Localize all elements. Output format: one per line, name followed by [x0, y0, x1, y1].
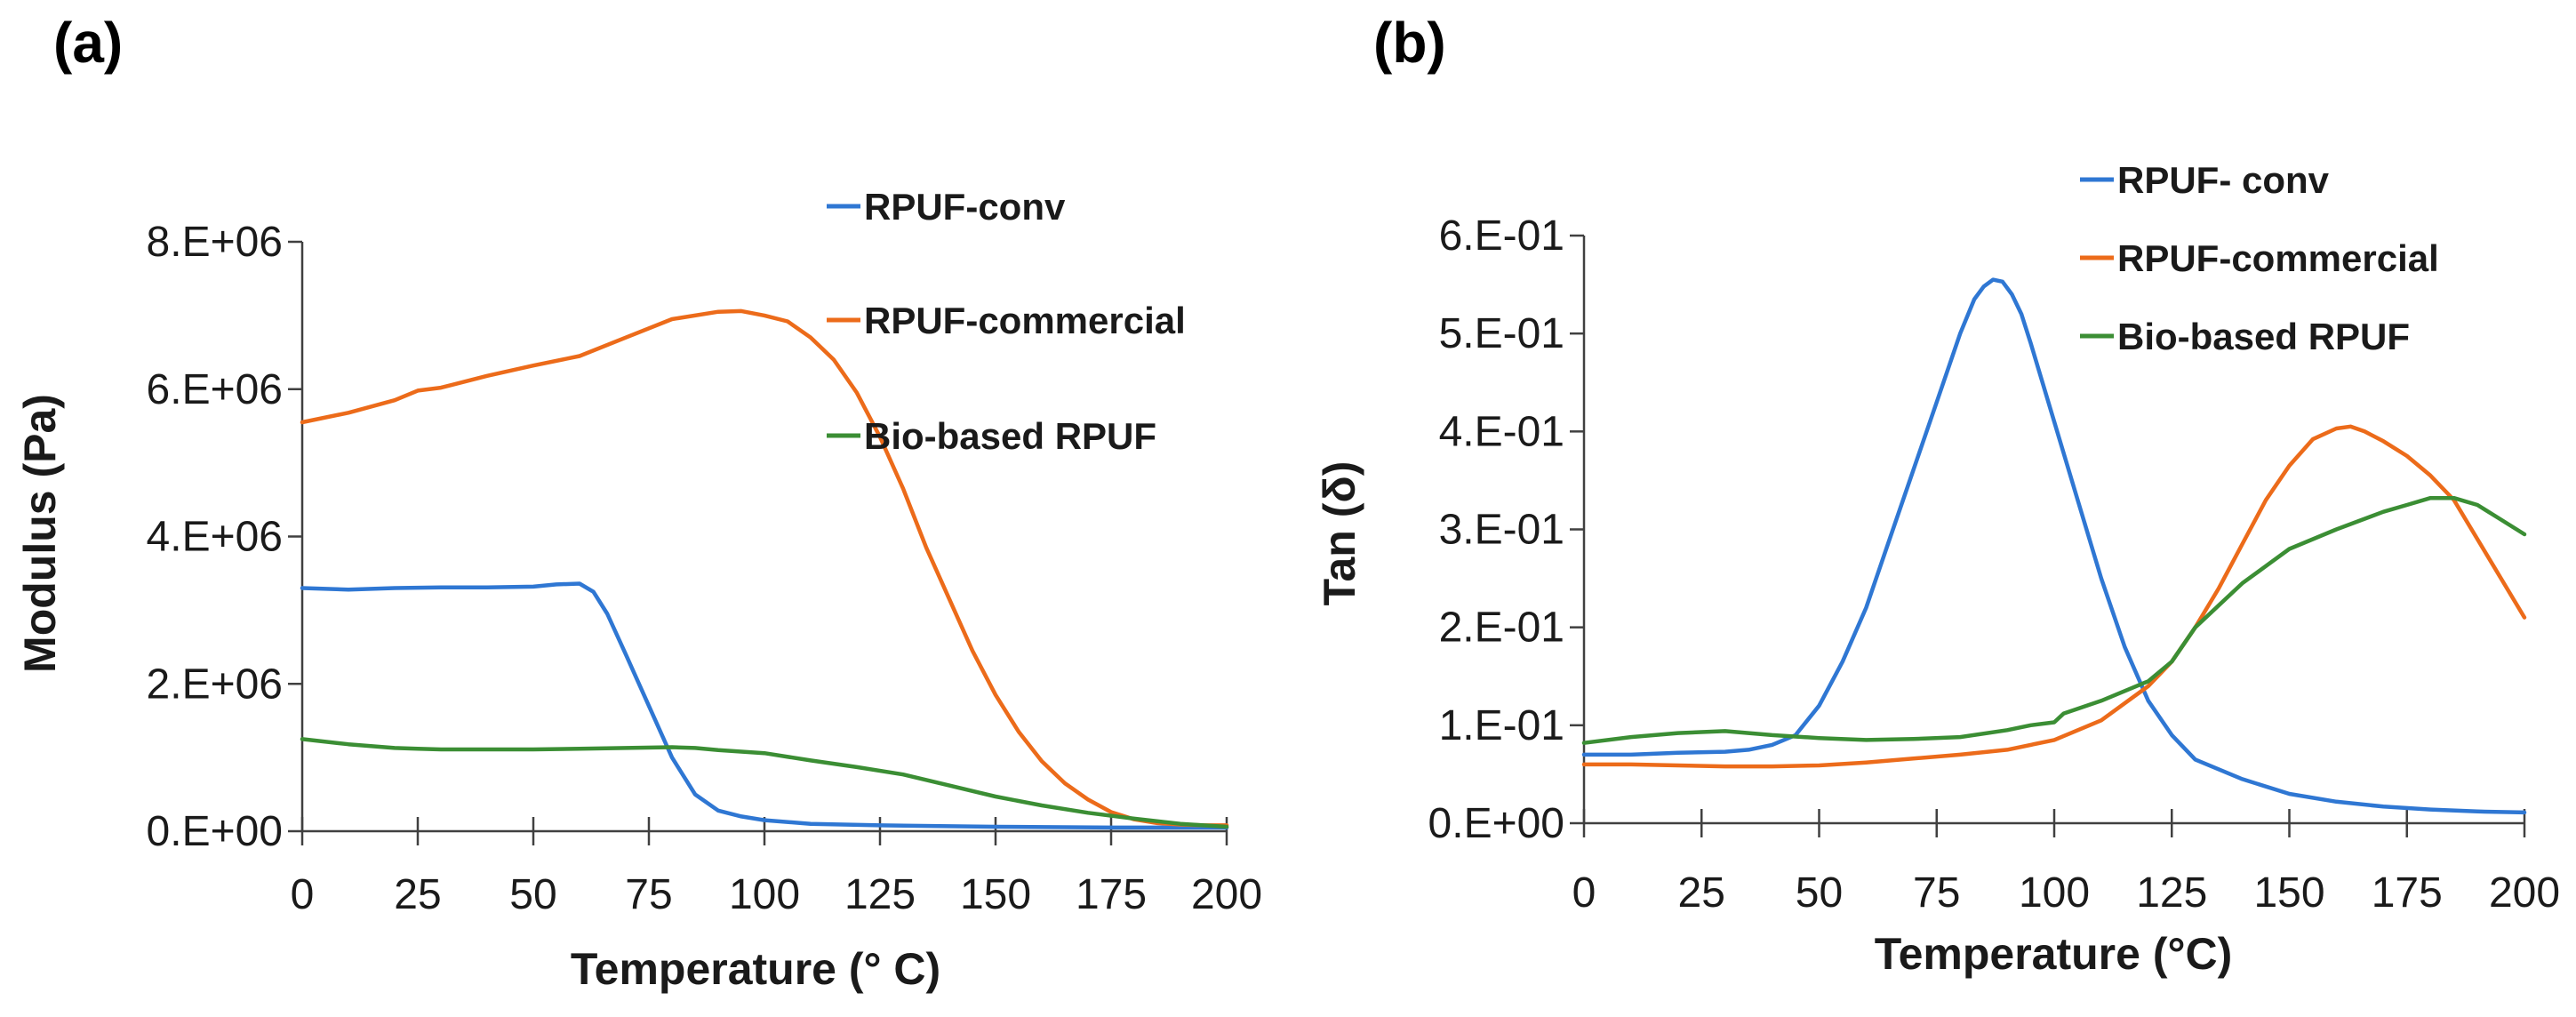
- y-axis-title: Tan (δ): [1315, 461, 1364, 606]
- x-tick-label: 150: [2253, 869, 2324, 917]
- modulus-chart: (a) Modulus (Pa) Temperature (° C) 0.E+0…: [15, 11, 1262, 994]
- x-axis-title: Temperature (°C): [1875, 929, 2232, 979]
- y-tick-label: 0.E+00: [1428, 800, 1564, 847]
- x-tick-label: 0: [291, 871, 315, 918]
- legend-label: RPUF-commercial: [864, 300, 1186, 341]
- x-tick-label: 175: [2372, 869, 2443, 917]
- series-line-rpuf-commercial: [300, 308, 1229, 828]
- x-tick-label: 100: [729, 871, 800, 918]
- legend-label: Bio-based RPUF: [2117, 316, 2410, 357]
- x-tick-label: 0: [1572, 869, 1596, 917]
- tan-delta-chart: (b) Tan (δ) Temperature (°C) 0.E+00 1.E-0…: [1315, 11, 2560, 979]
- x-tick-label: 75: [1913, 869, 1960, 917]
- y-tick-label: 6.E-01: [1439, 212, 1564, 260]
- x-tick-label: 75: [625, 871, 672, 918]
- panel-label: (a): [53, 11, 123, 75]
- y-tick-label: 3.E-01: [1439, 507, 1564, 554]
- y-tick-label: 0.E+00: [147, 808, 283, 855]
- x-tick-label: 25: [394, 871, 441, 918]
- x-tick-label: 50: [1796, 869, 1843, 917]
- y-axis-title: Modulus (Pa): [15, 394, 65, 673]
- legend-label: Bio-based RPUF: [864, 415, 1156, 457]
- legend-label: RPUF-commercial: [2117, 237, 2439, 279]
- y-tick-label: 6.E+06: [147, 366, 283, 413]
- x-tick-label: 50: [509, 871, 556, 918]
- series-line-rpuf-conv: [300, 581, 1229, 830]
- x-tick-label: 25: [1678, 869, 1725, 917]
- y-tick-label: 8.E+06: [147, 219, 283, 266]
- y-tick-label: 4.E-01: [1439, 408, 1564, 455]
- legend-label: RPUF- conv: [2117, 159, 2330, 201]
- series-line-bio-based-rpuf: [1581, 495, 2527, 745]
- x-tick-label: 200: [1191, 871, 1262, 918]
- legend-label: RPUF-conv: [864, 186, 1066, 228]
- series-line-bio-based-rpuf: [300, 737, 1229, 829]
- panel-label: (b): [1373, 11, 1446, 75]
- x-tick-label: 150: [960, 871, 1031, 918]
- series-line-rpuf-commercial: [1581, 424, 2527, 769]
- x-tick-label: 200: [2489, 869, 2560, 917]
- y-tick-label: 4.E+06: [147, 514, 283, 561]
- y-tick-label: 2.E+06: [147, 661, 283, 708]
- y-tick-label: 1.E-01: [1439, 702, 1564, 749]
- y-tick-label: 5.E-01: [1439, 310, 1564, 357]
- x-tick-label: 100: [2019, 869, 2090, 917]
- x-tick-label: 175: [1076, 871, 1147, 918]
- x-tick-label: 125: [2136, 869, 2207, 917]
- y-tick-label: 2.E-01: [1439, 605, 1564, 652]
- x-axis-title: Temperature (° C): [571, 944, 940, 994]
- series-line-rpuf-conv: [1581, 277, 2527, 815]
- x-tick-label: 125: [844, 871, 916, 918]
